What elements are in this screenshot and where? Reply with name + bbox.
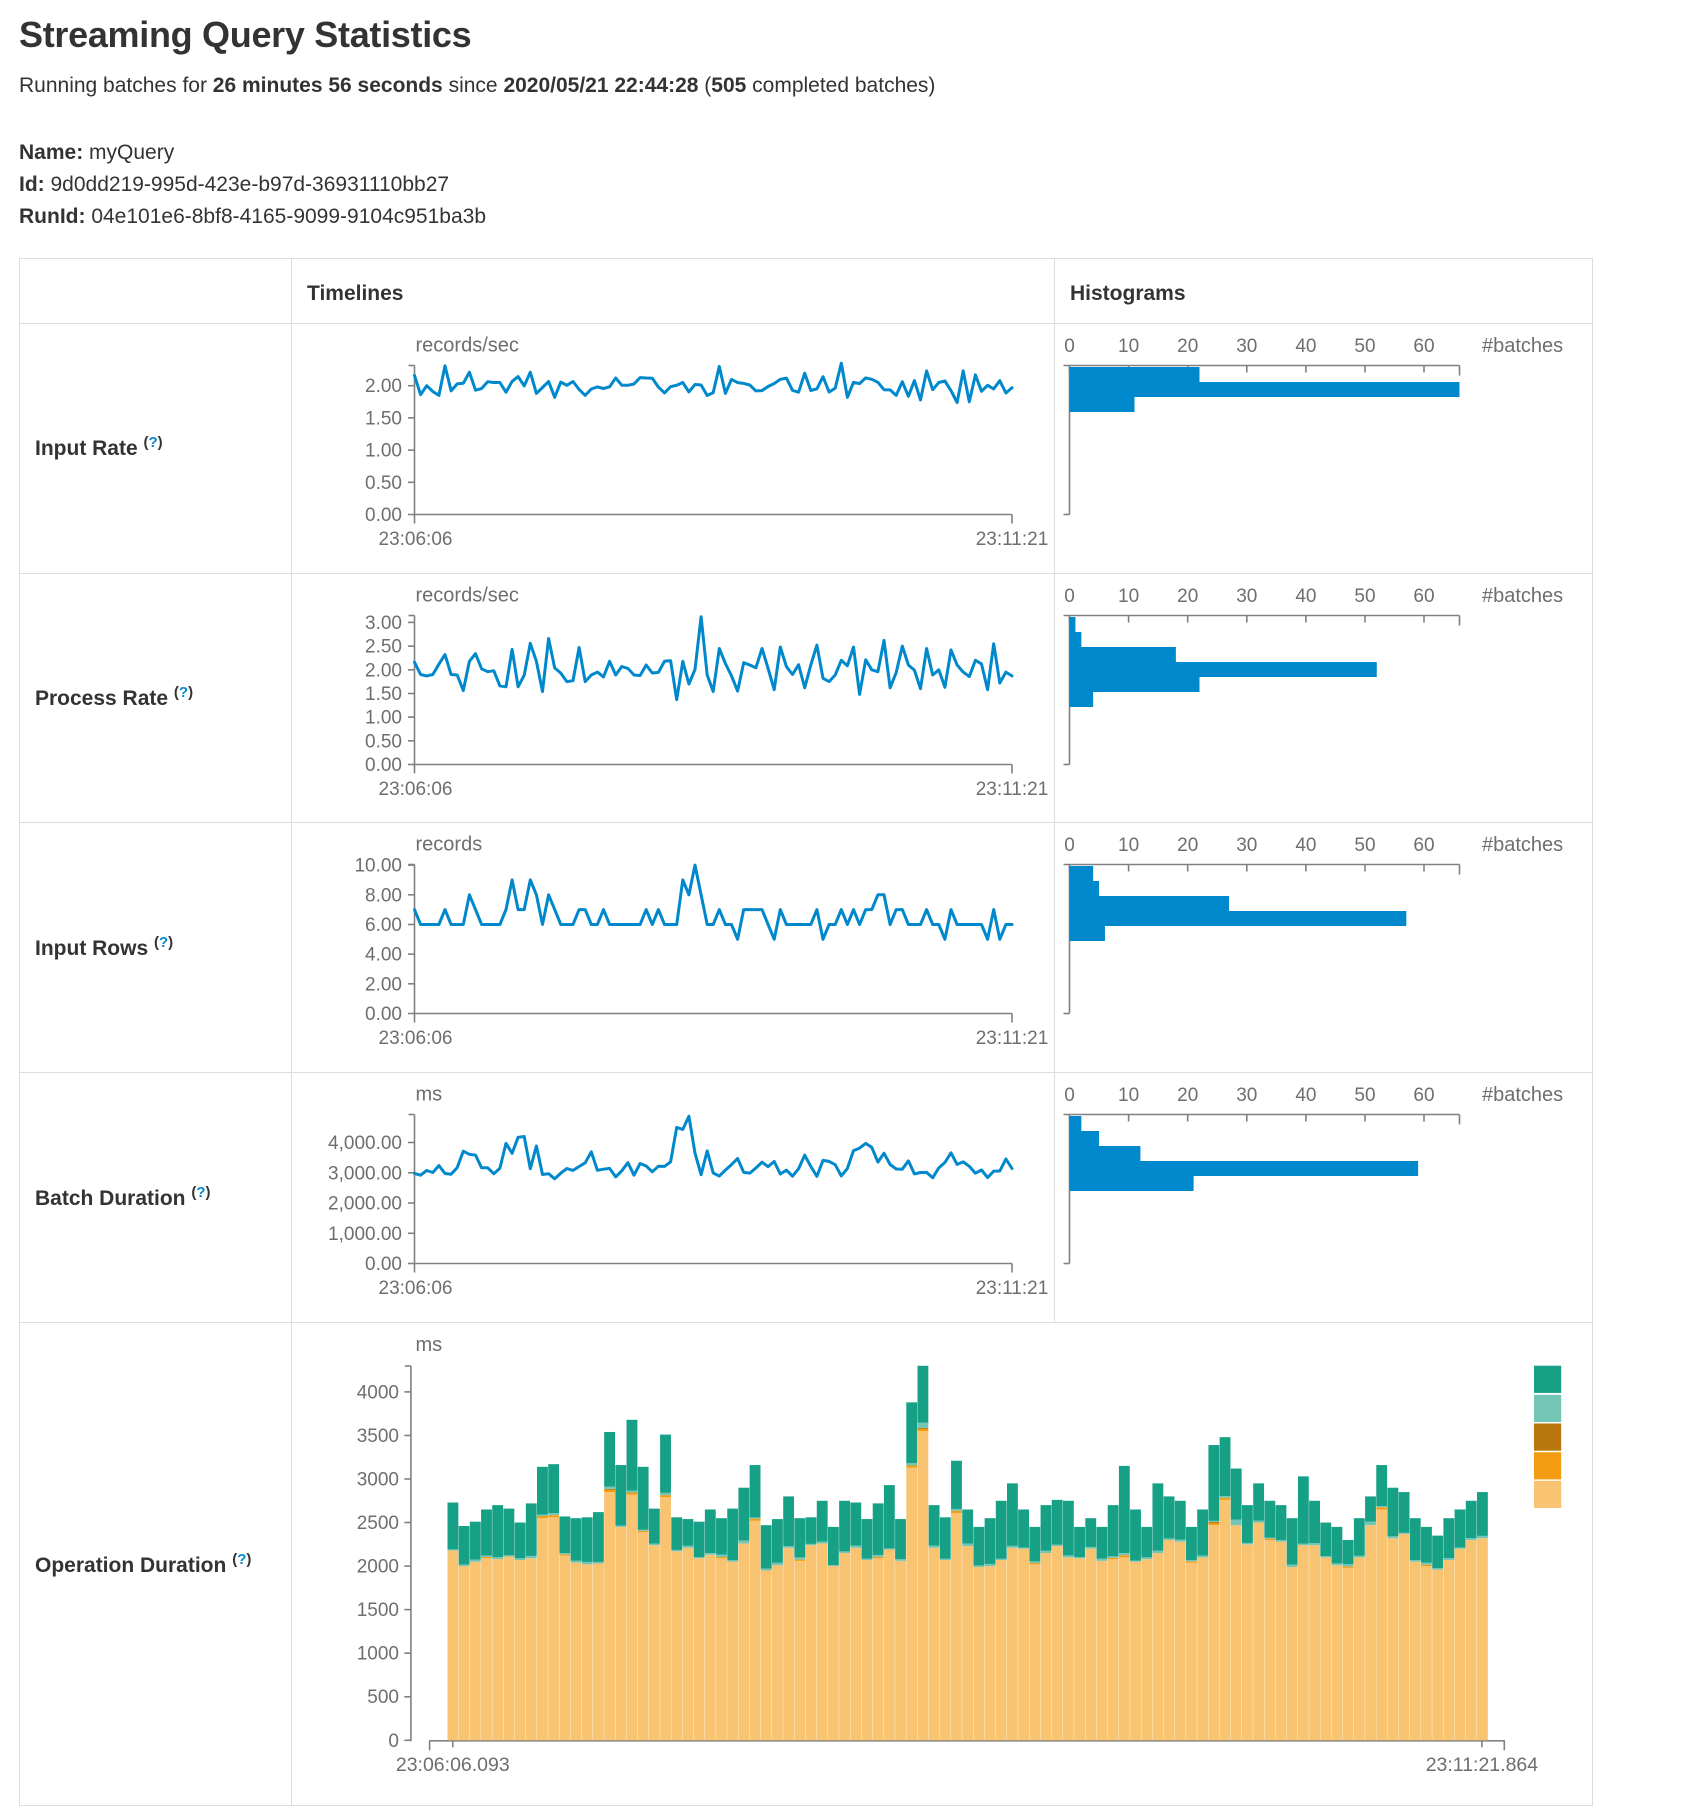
svg-text:30: 30	[1236, 1085, 1257, 1106]
svg-text:40: 40	[1295, 835, 1316, 856]
svg-text:23:06:06: 23:06:06	[379, 779, 453, 800]
svg-text:#batches: #batches	[1482, 335, 1563, 357]
svg-text:ms: ms	[416, 1084, 443, 1106]
svg-text:1000: 1000	[357, 1644, 399, 1665]
svg-text:50: 50	[1354, 336, 1375, 357]
svg-text:4000: 4000	[357, 1382, 399, 1403]
svg-text:50: 50	[1354, 835, 1375, 856]
svg-text:2.00: 2.00	[365, 660, 402, 681]
svg-text:10: 10	[1118, 835, 1139, 856]
svg-text:0: 0	[388, 1731, 399, 1752]
svg-text:23:06:06: 23:06:06	[379, 1028, 453, 1049]
svg-text:0.50: 0.50	[365, 731, 402, 752]
svg-text:2.00: 2.00	[365, 376, 402, 397]
svg-text:23:06:06: 23:06:06	[379, 1278, 453, 1299]
svg-text:20: 20	[1177, 835, 1198, 856]
svg-text:#batches: #batches	[1482, 834, 1563, 856]
svg-text:30: 30	[1236, 586, 1257, 607]
svg-text:8.00: 8.00	[365, 885, 402, 906]
svg-text:0.00: 0.00	[365, 505, 402, 526]
svg-text:records/sec: records/sec	[416, 585, 519, 607]
svg-text:1.00: 1.00	[365, 708, 402, 729]
svg-text:10.00: 10.00	[354, 856, 402, 877]
svg-text:#batches: #batches	[1482, 585, 1563, 607]
svg-text:0: 0	[1064, 835, 1075, 856]
svg-text:3,000.00: 3,000.00	[328, 1163, 402, 1184]
svg-text:50: 50	[1354, 586, 1375, 607]
svg-text:23:11:21: 23:11:21	[976, 779, 1049, 800]
svg-text:1,000.00: 1,000.00	[328, 1224, 402, 1245]
svg-text:6.00: 6.00	[365, 915, 402, 936]
svg-text:records/sec: records/sec	[416, 335, 519, 357]
svg-text:30: 30	[1236, 835, 1257, 856]
svg-text:10: 10	[1118, 336, 1139, 357]
svg-text:60: 60	[1413, 835, 1434, 856]
svg-text:2,000.00: 2,000.00	[328, 1194, 402, 1215]
svg-text:20: 20	[1177, 586, 1198, 607]
svg-text:3000: 3000	[357, 1470, 399, 1491]
svg-text:records: records	[416, 834, 483, 856]
svg-text:2500: 2500	[357, 1513, 399, 1534]
svg-text:23:06:06: 23:06:06	[379, 529, 453, 550]
svg-text:20: 20	[1177, 336, 1198, 357]
svg-text:10: 10	[1118, 1085, 1139, 1106]
svg-text:ms: ms	[416, 1334, 443, 1356]
svg-text:60: 60	[1413, 586, 1434, 607]
svg-text:0: 0	[1064, 336, 1075, 357]
svg-text:40: 40	[1295, 1085, 1316, 1106]
svg-text:4.00: 4.00	[365, 945, 402, 966]
svg-text:2000: 2000	[357, 1557, 399, 1578]
svg-text:23:11:21: 23:11:21	[976, 529, 1049, 550]
svg-text:0.00: 0.00	[365, 755, 402, 776]
svg-text:60: 60	[1413, 336, 1434, 357]
svg-text:500: 500	[367, 1687, 399, 1708]
svg-text:3.00: 3.00	[365, 613, 402, 634]
svg-text:2.00: 2.00	[365, 974, 402, 995]
svg-text:2.50: 2.50	[365, 637, 402, 658]
svg-text:40: 40	[1295, 336, 1316, 357]
svg-text:23:11:21.864: 23:11:21.864	[1426, 1754, 1539, 1776]
svg-text:1.00: 1.00	[365, 441, 402, 462]
svg-text:23:11:21: 23:11:21	[976, 1028, 1049, 1049]
svg-text:0: 0	[1064, 586, 1075, 607]
svg-text:1.50: 1.50	[365, 408, 402, 429]
svg-text:#batches: #batches	[1482, 1084, 1563, 1106]
svg-text:0.00: 0.00	[365, 1004, 402, 1025]
svg-text:0.50: 0.50	[365, 473, 402, 494]
svg-text:3500: 3500	[357, 1426, 399, 1447]
svg-text:0.00: 0.00	[365, 1254, 402, 1275]
svg-text:4,000.00: 4,000.00	[328, 1133, 402, 1154]
svg-text:50: 50	[1354, 1085, 1375, 1106]
svg-text:1500: 1500	[357, 1600, 399, 1621]
svg-text:23:11:21: 23:11:21	[976, 1278, 1049, 1299]
svg-text:23:06:06.093: 23:06:06.093	[396, 1754, 510, 1776]
svg-text:30: 30	[1236, 336, 1257, 357]
svg-text:10: 10	[1118, 586, 1139, 607]
svg-text:1.50: 1.50	[365, 684, 402, 705]
svg-text:40: 40	[1295, 586, 1316, 607]
svg-text:20: 20	[1177, 1085, 1198, 1106]
svg-text:0: 0	[1064, 1085, 1075, 1106]
svg-text:60: 60	[1413, 1085, 1434, 1106]
